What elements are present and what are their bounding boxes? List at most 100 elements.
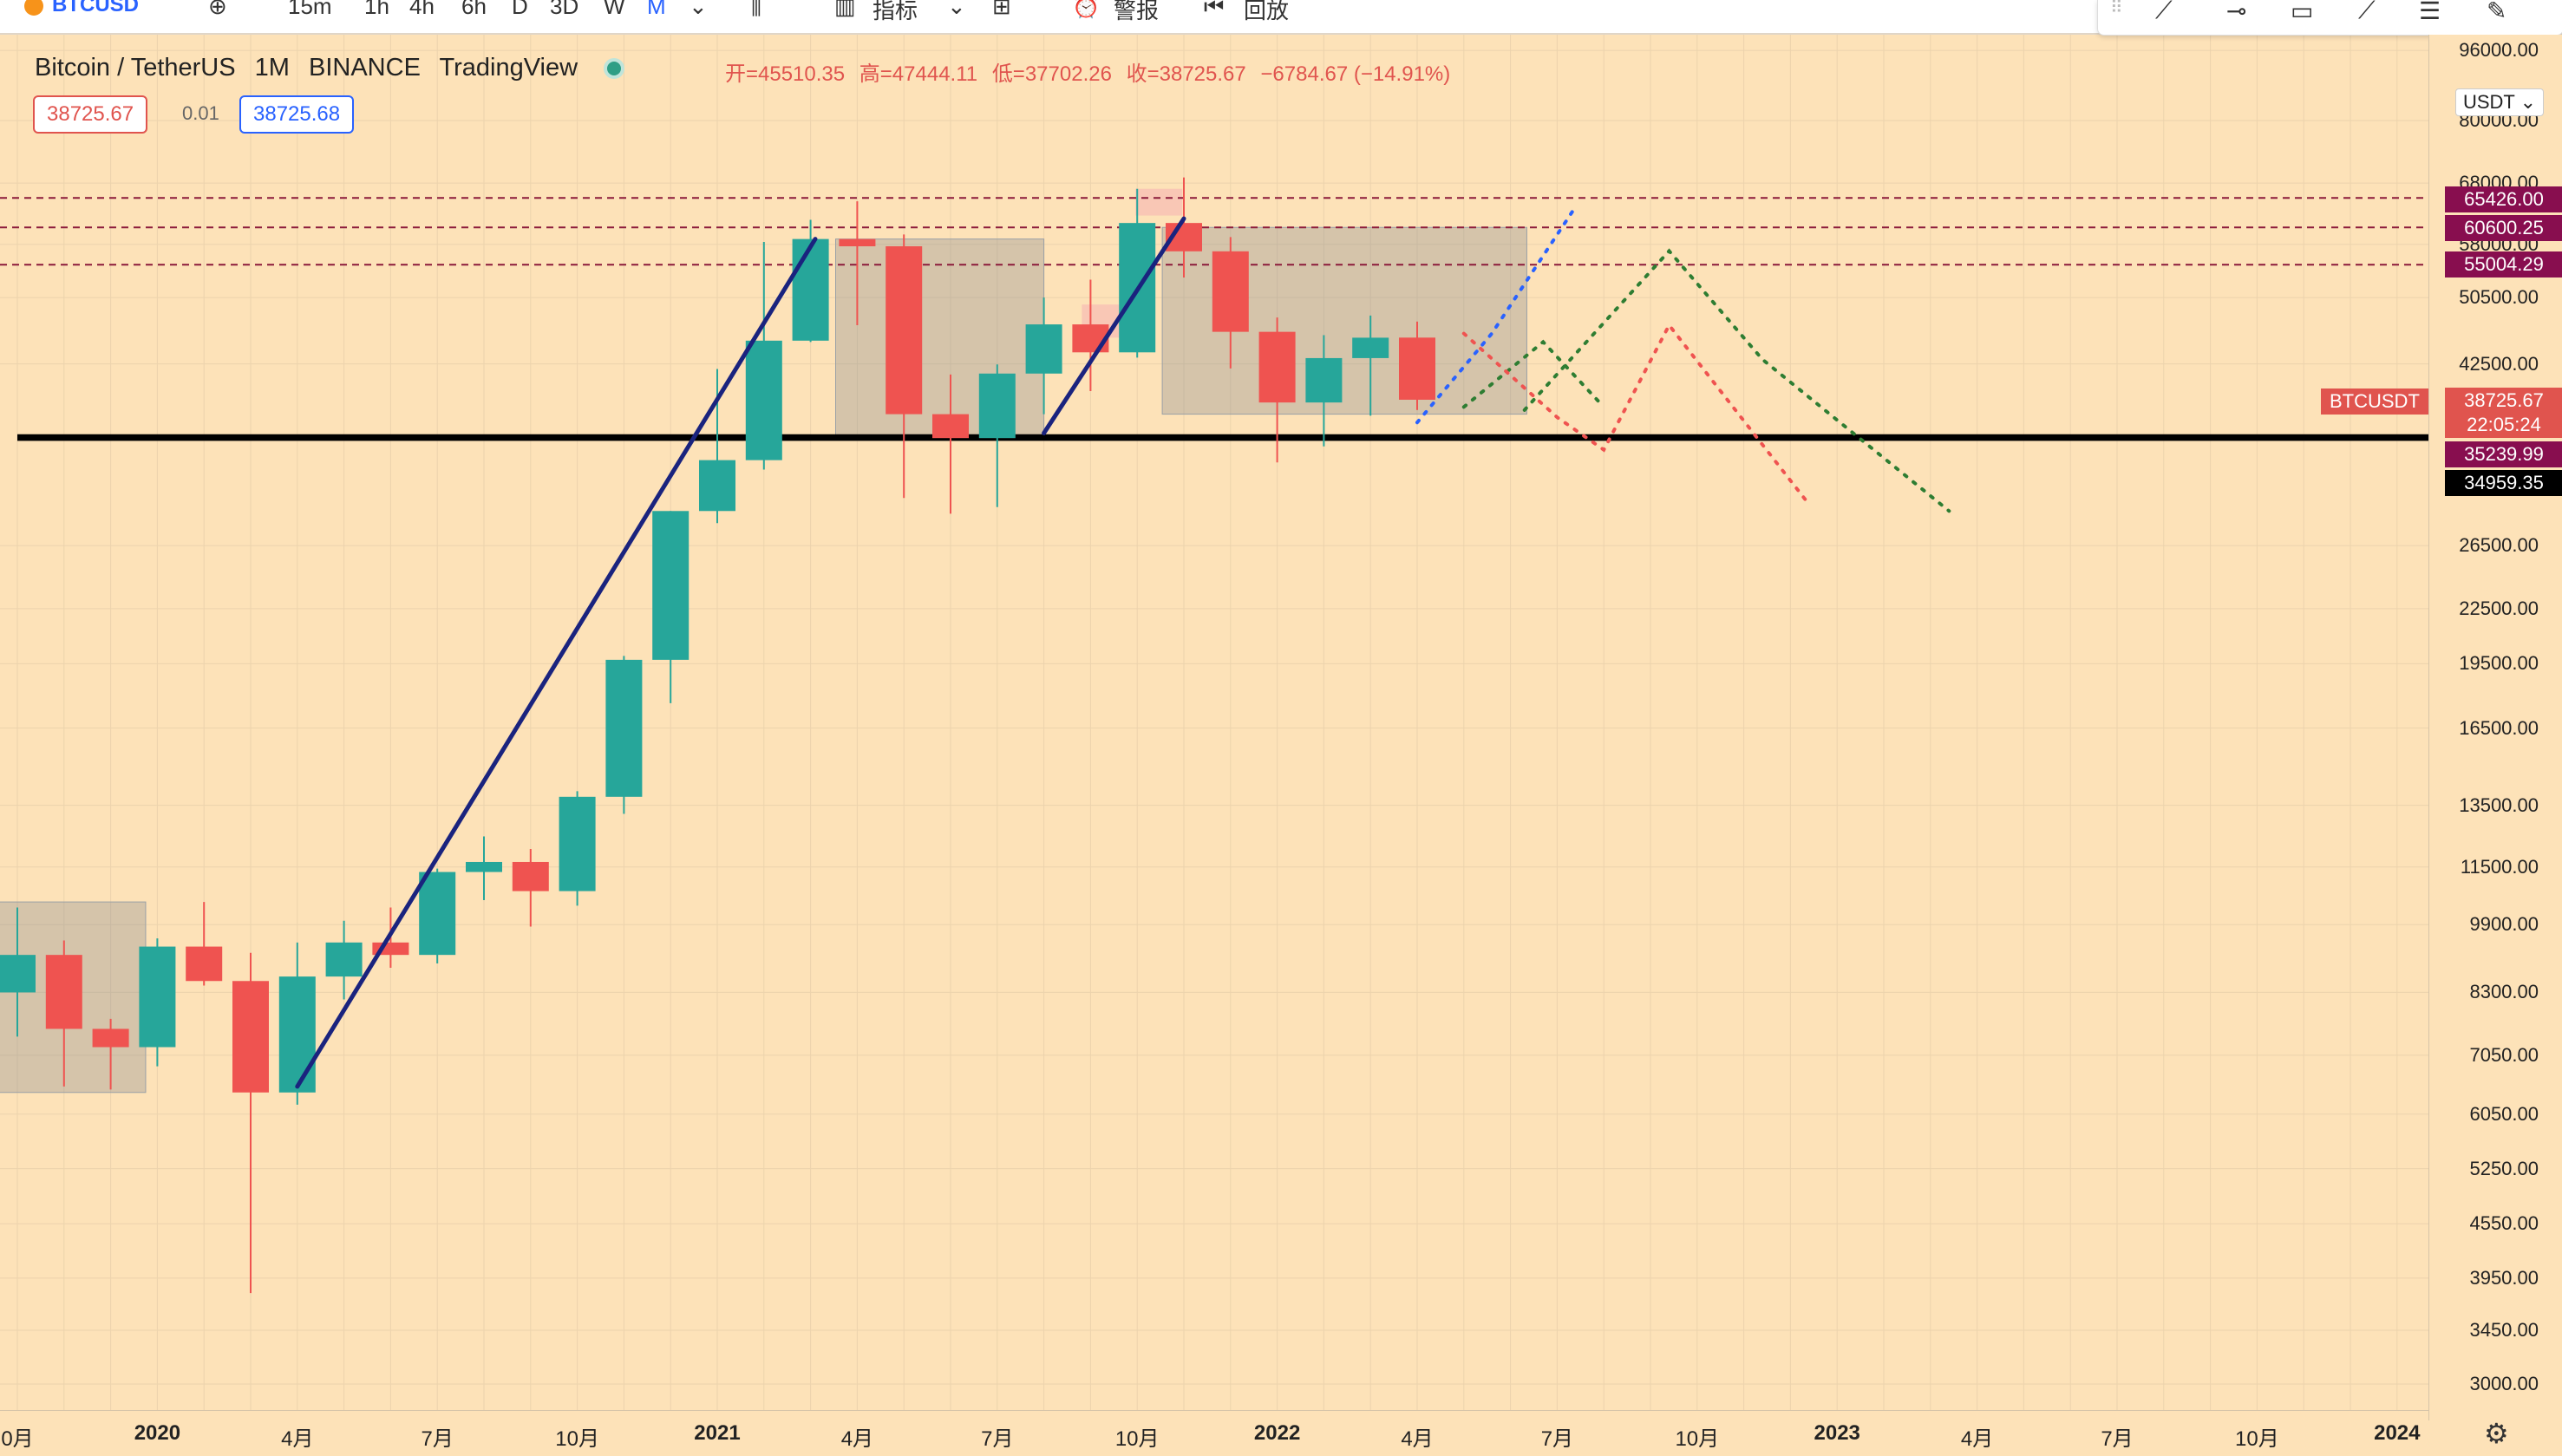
candle [0,907,36,1037]
bitcoin-icon [24,0,43,16]
low-value: 低=37702.26 [991,62,1112,86]
time-tick: 10月 [1675,1427,1720,1451]
alert-icon[interactable]: ⏰ [1072,0,1101,19]
indicators-icon[interactable]: ▥ [834,0,856,19]
symbol-title[interactable]: Bitcoin / TetherUS [35,54,236,82]
rectangle-tool-icon[interactable]: ▭ [2291,0,2314,24]
candle [139,938,176,1067]
fib-tool-icon[interactable]: ☰ [2419,0,2441,24]
price-label: 55004.29 [2445,251,2562,277]
timeframe-4h[interactable]: 4h [409,0,435,19]
price-tick: 22500.00 [2459,597,2539,619]
buy-price-button[interactable]: 38725.68 [239,95,355,134]
change-value: −6784.67 (−14.91%) [1260,62,1451,86]
candle-body [186,946,223,982]
layout-grid-icon[interactable]: ⊞ [992,0,1011,19]
candle [652,511,690,703]
templates-chevron-icon[interactable]: ⌄ [947,0,966,19]
candle [1352,315,1389,416]
timeframe-m[interactable]: M [647,0,666,19]
price-tick: 16500.00 [2459,716,2539,739]
price-tick: 13500.00 [2459,793,2539,816]
time-tick: 4月 [840,1427,874,1451]
price-tick: 42500.00 [2459,352,2539,375]
candle [932,374,969,514]
candle [186,902,223,986]
time-tick: 7月 [981,1427,1014,1451]
projection-path [1461,339,1606,409]
horizontal-line-tool-icon[interactable]: ⊸ [2226,0,2247,24]
market-status-icon[interactable] [604,58,625,80]
price-label: 38725.67 [2445,388,2562,414]
timeframe-15m[interactable]: 15m [288,0,332,19]
candle [1258,317,1296,463]
indicators-button[interactable]: 指标 [873,0,918,23]
ray-tool-icon[interactable]: ⟋ [2358,0,2376,23]
settings-gear-icon[interactable]: ⚙ [2484,1418,2509,1449]
candles-type-icon[interactable]: ⫼ [751,0,761,19]
plus-circle-icon[interactable]: ⊕ [208,0,227,19]
price-tick: 8300.00 [2469,981,2539,1003]
alert-button[interactable]: 警报 [1114,0,1160,23]
time-tick: 2020 [134,1421,181,1445]
time-tick: 4月 [1960,1427,1994,1451]
candle-body [92,1028,129,1048]
candle-body [792,238,829,341]
candle-body [1258,331,1296,403]
price-label: 22:05:24 [2445,412,2562,438]
replay-button[interactable]: 回放 [1244,0,1290,23]
sell-price-button[interactable]: 38725.67 [33,95,148,134]
candle [1212,237,1249,369]
price-tick: 6050.00 [2469,1102,2539,1125]
candle [1025,297,1062,415]
candle-body [1025,324,1062,374]
timeframe-w[interactable]: W [604,0,625,19]
candle-body [466,861,502,872]
timeframe-3d[interactable]: 3D [550,0,579,19]
price-tick: 26500.00 [2459,534,2539,557]
candle-body [1399,337,1435,400]
candle [792,219,829,343]
chevron-down-icon: ⌄ [2520,91,2536,113]
drag-handle-icon[interactable]: ⠿ [2110,0,2123,17]
candle-body [839,238,876,247]
time-tick: 4月 [281,1427,314,1451]
candle [278,942,316,1105]
price-tick: 11500.00 [2460,855,2539,878]
ohlc-values: 开=45510.35 高=47444.11 低=37702.26 收=38725… [725,56,1459,87]
replay-icon[interactable]: ⏮ [1204,0,1225,19]
brush-tool-icon[interactable]: ✎ [2487,0,2507,24]
price-tick: 3000.00 [2469,1373,2539,1394]
candle [1072,279,1109,392]
candle-body [278,976,316,1093]
candle-body [652,511,690,660]
price-label: 65426.00 [2445,186,2562,212]
trendline-2020-2021 [295,237,818,1089]
price-tick: 4550.00 [2469,1212,2539,1235]
trendline-tool-icon[interactable]: ⟋ [2155,0,2173,23]
trend-drawings [295,205,1951,1089]
price-tick: 19500.00 [2459,652,2539,675]
candle-body [886,246,923,415]
candle-body [139,946,176,1048]
chevron-down-icon[interactable]: ⌄ [689,0,708,19]
price-axis[interactable]: 96000.00 80000.00 68000.00 58000.00 50500.00… [2428,35,2562,1420]
drawing-toolbar: ⠿ ⟋ ⊸ ▭ ⟋ ☰ ✎ [2097,0,2562,36]
timeframe-1h[interactable]: 1h [364,0,389,19]
time-tick: 2022 [1253,1421,1301,1445]
projection-blue [1415,205,1578,425]
timeframe-d[interactable]: D [512,0,528,19]
price-tick: 3450.00 [2469,1318,2539,1341]
spread-value: 0.01 [182,102,219,124]
time-tick: 7月 [2101,1427,2134,1451]
time-axis[interactable]: 0月 2020 4月 7月 10月 2021 4月 7月 10月 2022 4月 7月 10月 2023 4… [0,1410,2428,1456]
price-label: 34959.35 [2445,470,2562,496]
candle [45,940,82,1087]
timeframe-6h[interactable]: 6h [461,0,487,19]
price-tick: 3950.00 [2469,1266,2539,1289]
symbol-search[interactable]: BTCUSD [24,0,139,17]
candle-body [559,796,596,891]
currency-select[interactable]: USDT ⌄ [2454,88,2544,116]
projection-red [1461,322,1811,506]
